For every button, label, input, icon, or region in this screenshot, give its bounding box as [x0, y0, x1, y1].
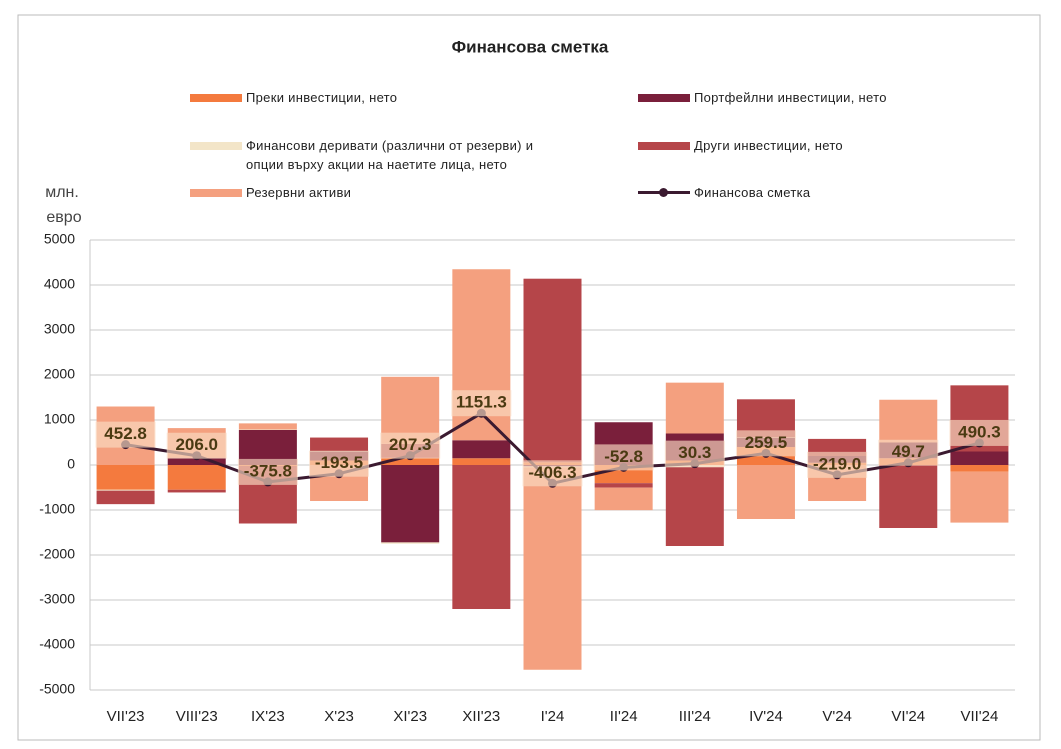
legend-label: Финансова сметка	[694, 185, 811, 200]
y-tick-label: 0	[67, 456, 75, 472]
x-tick-label: XI'23	[393, 708, 427, 725]
bar-segment	[167, 457, 226, 465]
data-label: 49.7	[892, 442, 925, 461]
bar-segment	[950, 465, 1009, 472]
data-label: 30.3	[678, 443, 711, 462]
legend-label: Преки инвестиции, нето	[246, 90, 398, 105]
legend-label: Портфейлни инвестиции, нето	[694, 90, 887, 105]
data-label: 1151.3	[456, 393, 507, 412]
bar-segment	[523, 278, 582, 463]
bar-segment	[665, 382, 724, 434]
bar-segment	[167, 465, 226, 490]
data-label-bg	[949, 419, 1010, 446]
bar-segment	[96, 489, 155, 491]
data-label-bg	[593, 444, 654, 471]
legend-label: Финансови деривати (различни от резерви)…	[246, 138, 534, 172]
data-label: -52.8	[604, 447, 643, 466]
data-label: 206.0	[175, 435, 218, 454]
bar-segment	[950, 471, 1009, 523]
bar-segment	[381, 465, 440, 543]
y-tick-label: -1000	[39, 501, 75, 517]
x-tick-label: II'24	[610, 708, 638, 725]
chart-title: Финансова сметка	[452, 37, 609, 56]
data-label-bg	[451, 390, 512, 417]
bar-segment	[452, 465, 511, 609]
bar-segment	[310, 437, 369, 452]
y-tick-label: 3000	[44, 321, 75, 337]
x-tick-label: III'24	[679, 708, 711, 725]
data-label-bg	[237, 458, 298, 485]
x-tick-label: X'23	[324, 708, 354, 725]
y-tick-label: 4000	[44, 276, 75, 292]
x-tick-label: VIII'23	[176, 708, 218, 725]
legend-label: Други инвестиции, нето	[694, 138, 843, 153]
bar-segment	[879, 399, 938, 443]
bar-segment	[523, 467, 582, 670]
x-tick-label: VII'24	[960, 708, 998, 725]
bar-segment	[665, 467, 724, 546]
data-label: -375.8	[244, 461, 292, 480]
x-tick-label: I'24	[541, 708, 565, 725]
legend-swatch	[638, 94, 690, 102]
legend-swatch	[638, 142, 690, 150]
data-label-bg	[878, 439, 939, 466]
bar-segment	[594, 483, 653, 488]
bar-segment	[736, 465, 795, 519]
y-axis-label: млн.	[45, 184, 79, 201]
y-tick-label: -5000	[39, 681, 75, 697]
legend-swatch	[190, 94, 242, 102]
bar-segment	[238, 423, 297, 430]
x-tick-label: XII'23	[462, 708, 500, 725]
bar-segment	[879, 465, 938, 528]
data-label: 490.3	[958, 422, 1001, 441]
data-label-bg	[807, 451, 868, 478]
data-label: -219.0	[813, 454, 861, 473]
y-tick-label: -3000	[39, 591, 75, 607]
data-label-bg	[309, 450, 370, 477]
y-tick-label: 5000	[44, 231, 75, 247]
data-label: -193.5	[315, 453, 363, 472]
data-label-bg	[380, 432, 441, 459]
y-axis-label: евро	[46, 209, 81, 226]
bar-segment	[950, 451, 1009, 465]
x-tick-label: VI'24	[891, 708, 925, 725]
x-tick-label: IX'23	[251, 708, 285, 725]
x-tick-label: IV'24	[749, 708, 783, 725]
bar-segment	[96, 490, 155, 505]
bar-segment	[381, 542, 440, 544]
legend-marker	[659, 188, 668, 197]
y-tick-label: 1000	[44, 411, 75, 427]
legend-swatch	[190, 189, 242, 197]
data-label: -406.3	[528, 463, 576, 482]
legend-label: Резервни активи	[246, 185, 352, 200]
data-label: 207.3	[389, 435, 432, 454]
y-tick-label: -2000	[39, 546, 75, 562]
y-tick-label: 2000	[44, 366, 75, 382]
data-label-bg	[735, 430, 796, 457]
bar-segment	[594, 487, 653, 511]
bar-segment	[167, 489, 226, 493]
bar-segment	[381, 457, 440, 465]
bar-segment	[808, 438, 867, 456]
data-label-bg	[95, 421, 156, 448]
y-tick-label: -4000	[39, 636, 75, 652]
bar-segment	[452, 440, 511, 459]
data-label-bg	[664, 440, 725, 467]
x-tick-label: V'24	[822, 708, 852, 725]
bar-segment	[452, 458, 511, 465]
data-label-bg	[166, 432, 227, 459]
legend-swatch	[190, 142, 242, 150]
bar-segment	[96, 465, 155, 490]
data-label: 259.5	[745, 433, 788, 452]
data-label-bg	[522, 460, 583, 487]
data-label: 452.8	[104, 424, 147, 443]
x-tick-label: VII'23	[107, 708, 145, 725]
